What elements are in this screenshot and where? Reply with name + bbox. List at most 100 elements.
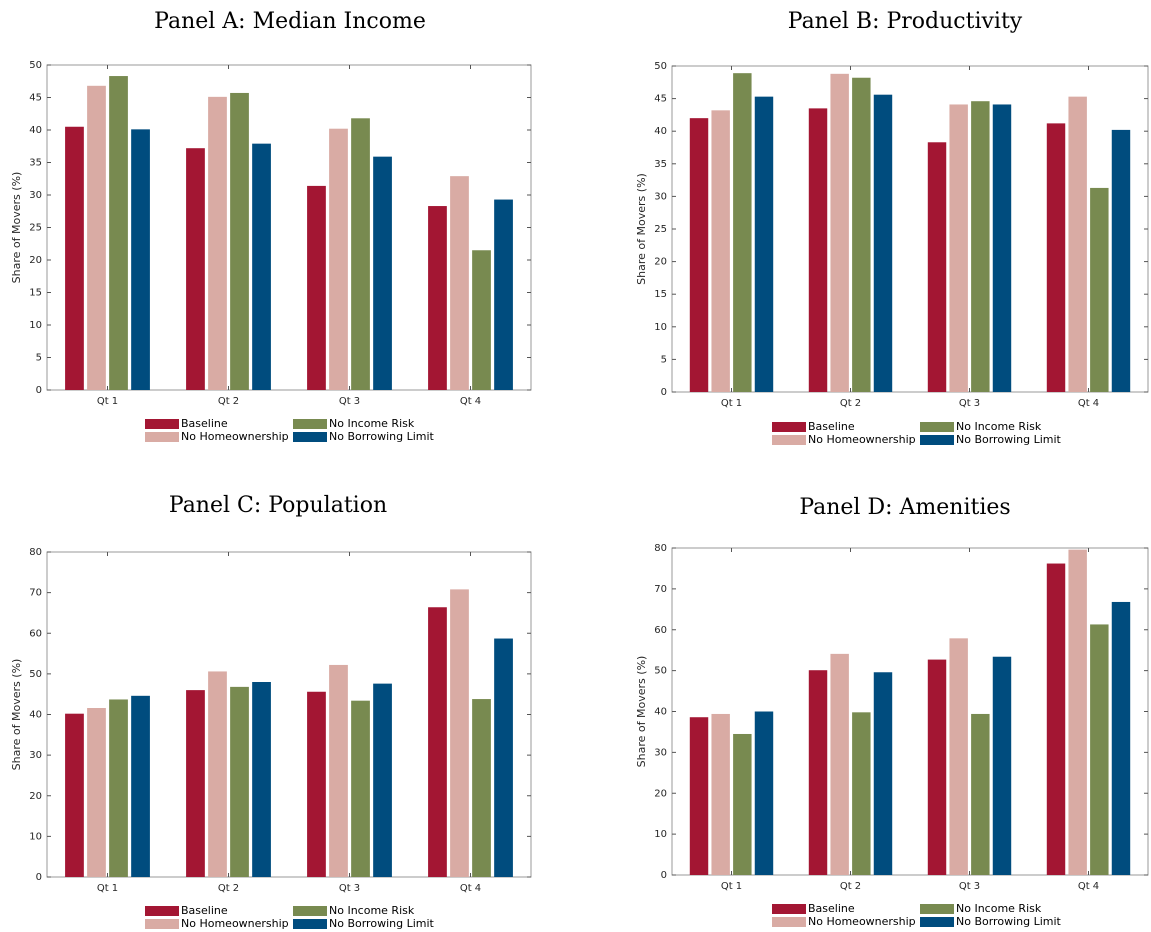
y-tick-label: 60 [654,625,667,636]
legend-label: No Borrowing Limit [329,430,435,443]
y-tick-label: 70 [654,584,667,595]
bar [307,185,326,390]
y-tick-label: 40 [654,126,667,137]
legend-label: Baseline [181,904,228,917]
bar [873,672,893,875]
y-tick-label: 30 [29,190,42,201]
y-tick-label: 50 [654,61,667,72]
chart-title: Panel C: Population [169,493,387,518]
bar [830,653,849,875]
legend-swatch [293,919,327,929]
bar [450,589,469,877]
y-tick-label: 25 [29,223,42,234]
bar [87,708,106,877]
bar [711,713,730,875]
bar [733,733,752,875]
y-axis-label: Share of Movers (%) [10,172,23,284]
y-tick-label: 30 [654,747,667,758]
bar [109,76,128,391]
bar [1068,549,1087,875]
y-tick-label: 20 [29,791,42,802]
bar [373,156,392,390]
chart-title: Panel B: Productivity [788,9,1023,34]
y-tick-label: 80 [654,543,667,554]
chart-title: Panel D: Amenities [799,495,1010,520]
legend-label: Baseline [181,417,228,430]
legend-label: No Borrowing Limit [956,915,1062,928]
bar [1090,187,1109,392]
x-tick-label: Qt 2 [218,883,239,894]
legend-swatch [920,904,954,914]
legend-swatch [293,432,327,442]
legend-label: No Homeownership [181,917,289,930]
y-tick-label: 80 [29,547,42,558]
bar [873,94,893,393]
bar [1068,96,1087,393]
bar [754,96,774,393]
y-tick-label: 15 [29,288,42,299]
x-tick-label: Qt 1 [721,881,742,892]
bar [949,638,968,875]
y-tick-label: 0 [661,387,667,398]
bar [852,712,871,875]
bar [109,699,128,877]
legend-label: No Income Risk [956,420,1042,433]
legend-label: No Income Risk [329,417,415,430]
y-tick-label: 50 [654,666,667,677]
x-tick-label: Qt 4 [460,396,481,407]
x-tick-label: Qt 3 [959,398,980,409]
y-axis-label: Share of Movers (%) [635,173,648,285]
legend-swatch [293,419,327,429]
x-tick-label: Qt 3 [339,883,360,894]
y-tick-label: 5 [661,354,667,365]
legend-label: No Homeownership [808,433,916,446]
x-tick-label: Qt 3 [339,396,360,407]
bar [87,85,106,391]
bar [927,659,947,875]
bar [494,638,513,877]
x-tick-label: Qt 4 [460,883,481,894]
bar [351,700,370,877]
bar [852,77,871,393]
bar [971,713,990,875]
bar [428,607,447,877]
bar [230,92,249,390]
y-tick-label: 10 [29,320,42,331]
legend-swatch [772,435,806,445]
bar [992,656,1012,875]
legend-swatch [920,917,954,927]
y-tick-label: 30 [29,750,42,761]
y-tick-label: 10 [29,831,42,842]
bar [689,717,709,875]
bar [252,682,271,877]
legend-swatch [145,906,179,916]
y-tick-label: 40 [654,707,667,718]
y-tick-label: 45 [29,93,42,104]
bar [208,96,227,390]
y-tick-label: 0 [36,872,42,883]
legend-swatch [920,435,954,445]
legend-label: Baseline [808,902,855,915]
legend-swatch [293,906,327,916]
bar [351,118,370,391]
x-tick-label: Qt 4 [1078,398,1099,409]
y-tick-label: 50 [29,60,42,71]
legend-swatch [772,904,806,914]
bar [830,73,849,392]
legend-label: No Income Risk [329,904,415,917]
bar [131,695,150,877]
y-tick-label: 25 [654,224,667,235]
bar [307,691,326,877]
bar [186,690,205,877]
x-tick-label: Qt 2 [218,396,239,407]
legend-swatch [920,422,954,432]
legend-label: No Income Risk [956,902,1042,915]
y-tick-label: 20 [29,255,42,266]
bar [450,176,469,390]
bar [131,129,150,390]
bar [252,143,271,390]
y-tick-label: 20 [654,788,667,799]
bar [472,699,491,877]
bar [329,664,348,877]
